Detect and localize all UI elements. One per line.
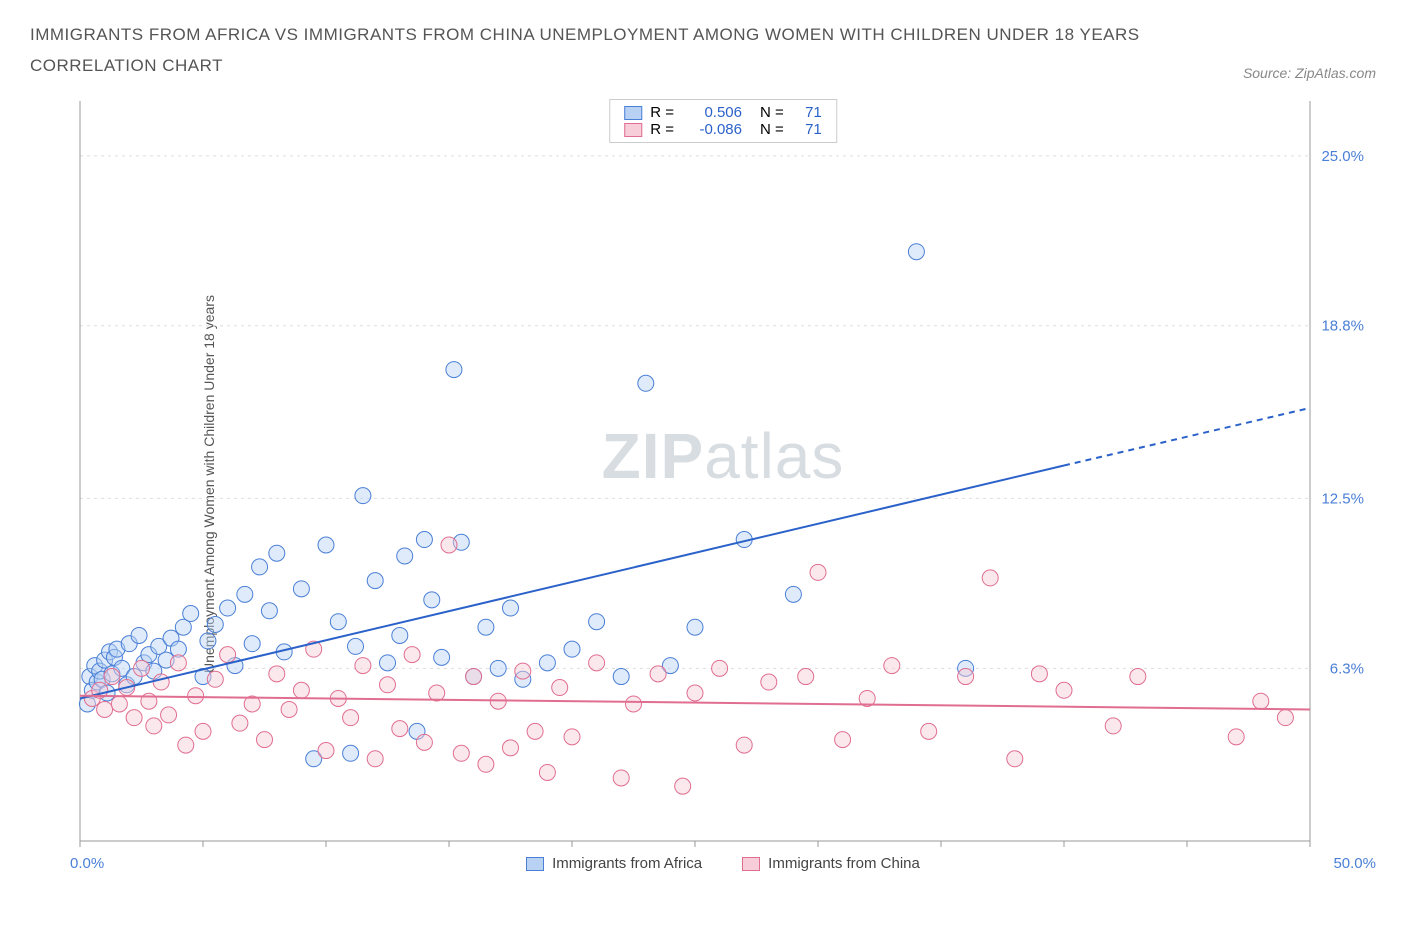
legend-item-africa: Immigrants from Africa — [526, 855, 702, 872]
r-value-china: -0.086 — [682, 121, 742, 138]
x-min-label: 0.0% — [70, 855, 104, 872]
chart-title: IMMIGRANTS FROM AFRICA VS IMMIGRANTS FRO… — [30, 20, 1140, 81]
x-axis-labels: 0.0% 50.0% Immigrants from Africa Immigr… — [70, 855, 1376, 877]
n-value-china: 71 — [792, 121, 822, 138]
plot-area: ZIPatlas 6.3%12.5%18.8%25.0% R = 0.506 N… — [70, 91, 1376, 851]
legend-swatch-china-2 — [742, 857, 760, 871]
legend-series: Immigrants from Africa Immigrants from C… — [70, 855, 1376, 872]
legend-row-china: R = -0.086 N = 71 — [624, 121, 822, 138]
n-value-africa: 71 — [792, 104, 822, 121]
legend-stats: R = 0.506 N = 71 R = -0.086 N = 71 — [609, 99, 837, 143]
chart-container: Unemployment Among Women with Children U… — [30, 91, 1376, 877]
source-credit: Source: ZipAtlas.com — [1243, 65, 1376, 81]
legend-swatch-africa-2 — [526, 857, 544, 871]
legend-swatch-africa — [624, 106, 642, 120]
legend-swatch-china — [624, 123, 642, 137]
x-max-label: 50.0% — [1333, 855, 1376, 872]
svg-text:12.5%: 12.5% — [1321, 491, 1364, 508]
r-value-africa: 0.506 — [682, 104, 742, 121]
title-line2: CORRELATION CHART — [30, 56, 223, 75]
title-line1: IMMIGRANTS FROM AFRICA VS IMMIGRANTS FRO… — [30, 25, 1140, 44]
legend-row-africa: R = 0.506 N = 71 — [624, 104, 822, 121]
svg-text:6.3%: 6.3% — [1330, 661, 1364, 678]
legend-item-china: Immigrants from China — [742, 855, 920, 872]
header: IMMIGRANTS FROM AFRICA VS IMMIGRANTS FRO… — [30, 20, 1376, 81]
svg-text:18.8%: 18.8% — [1321, 318, 1364, 335]
svg-text:25.0%: 25.0% — [1321, 148, 1364, 165]
